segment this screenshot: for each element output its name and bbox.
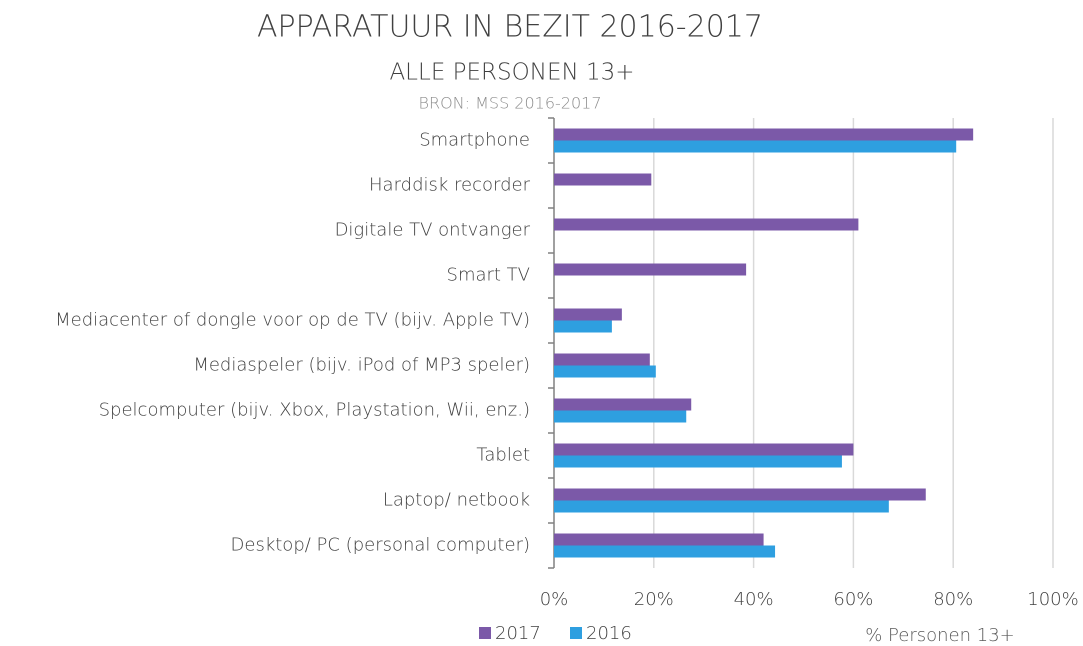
x-tick-label: 60% bbox=[833, 589, 873, 610]
bar bbox=[554, 545, 776, 558]
x-tick-label: 20% bbox=[634, 589, 674, 610]
y-tick-label: Smart TV bbox=[447, 265, 530, 286]
x-tick-label: 40% bbox=[734, 589, 774, 610]
x-tick-label: 100% bbox=[1027, 589, 1078, 610]
y-tick-label: Mediaspeler (bijv. iPod of MP3 speler) bbox=[193, 355, 530, 376]
x-axis-label: % Personen 13+ bbox=[865, 625, 1015, 646]
chart-title: APPARATUUR IN BEZIT 2016-2017 bbox=[257, 10, 763, 45]
bar bbox=[554, 173, 652, 186]
legend-swatch bbox=[570, 627, 582, 639]
legend-swatch bbox=[479, 627, 491, 639]
bar bbox=[554, 533, 764, 546]
legend-label: 2017 bbox=[495, 623, 541, 644]
bar bbox=[554, 410, 687, 423]
bar bbox=[554, 455, 842, 468]
bar bbox=[554, 218, 859, 231]
bar bbox=[554, 353, 650, 366]
x-tick-label: 0% bbox=[540, 589, 569, 610]
bar bbox=[554, 128, 974, 141]
chart-source: BRON: MSS 2016-2017 bbox=[418, 94, 601, 113]
bar bbox=[554, 398, 692, 411]
y-tick-label: Harddisk recorder bbox=[369, 175, 531, 196]
bar bbox=[554, 365, 656, 378]
y-tick-label: Tablet bbox=[476, 445, 530, 466]
bar bbox=[554, 320, 612, 333]
y-tick-label: Desktop/ PC (personal computer) bbox=[231, 535, 530, 556]
bar bbox=[554, 263, 747, 276]
legend-label: 2016 bbox=[586, 623, 632, 644]
bar bbox=[554, 308, 622, 321]
y-tick-label: Spelcomputer (bijv. Xbox, Playstation, W… bbox=[99, 400, 530, 421]
y-tick-label: Digitale TV ontvanger bbox=[335, 220, 531, 241]
bar bbox=[554, 500, 889, 513]
x-tick-label: 80% bbox=[933, 589, 973, 610]
chart-subtitle: ALLE PERSONEN 13+ bbox=[389, 60, 634, 86]
y-tick-label: Mediacenter of dongle voor op de TV (bij… bbox=[55, 310, 530, 331]
y-tick-label: Laptop/ netbook bbox=[383, 490, 530, 511]
bar bbox=[554, 443, 854, 456]
y-tick-label: Smartphone bbox=[419, 130, 530, 151]
bar bbox=[554, 140, 957, 153]
bar bbox=[554, 488, 926, 501]
